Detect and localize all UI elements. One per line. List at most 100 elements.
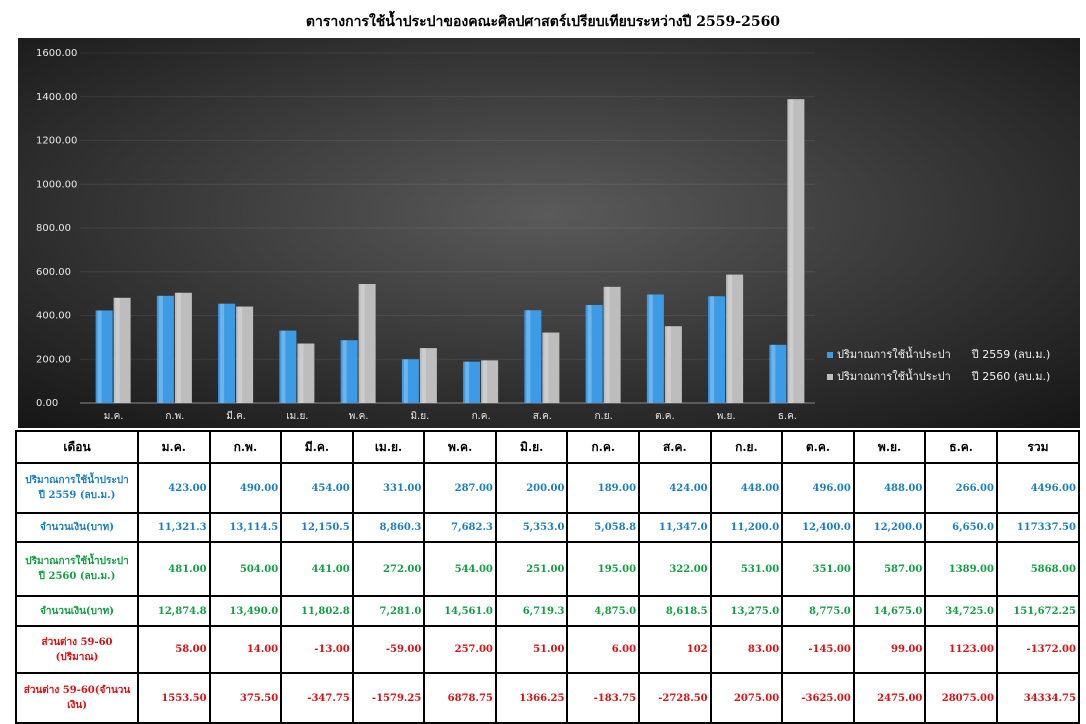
legend-label: ปริมาณการใช้น้ำประปา ปี 2559 (ลบ.ม.)	[837, 346, 1050, 361]
table-cell: 34,725.0	[924, 595, 998, 627]
x-tick-label: เม.ย.	[286, 411, 308, 422]
bar	[542, 332, 560, 403]
bar-highlight	[544, 332, 549, 403]
table-row: จำนวนเงิน(บาท) 11,321.3 13,114.5 12,150.5 8,…	[15, 512, 1080, 543]
x-tick-label: ก.ย.	[594, 411, 612, 422]
chart: ตารางการใช้น้ำประปาของคณะศิลปศาสตร์เปรีย…	[18, 10, 1080, 428]
table-cell: 481.00	[137, 541, 211, 597]
table-cell: 4,875.0	[566, 595, 641, 627]
table-cell: 12,400.0	[781, 512, 855, 543]
table-cell: 7,281.0	[351, 595, 426, 627]
table-cell: 8,860.3	[351, 512, 426, 543]
bar-highlight	[97, 310, 102, 403]
bar	[726, 274, 744, 403]
bar	[401, 359, 419, 403]
table-cell: -1372.00	[995, 625, 1080, 674]
bar	[95, 310, 113, 403]
table-cell: 331.00	[351, 462, 426, 514]
table-row: ส่วนต่าง 59-60(จำนวนเงิน) 1553.50 375.50 -3…	[15, 672, 1080, 724]
bar	[769, 344, 787, 403]
table-cell: 454.00	[280, 462, 354, 514]
table-cell: -145.00	[781, 625, 855, 674]
table-cell: 5,058.8	[566, 512, 641, 543]
table-cell: 488.00	[852, 462, 927, 514]
table-cell: เม.ย.	[351, 430, 426, 464]
bar-highlight	[403, 359, 408, 403]
table-row: จำนวนเงิน(บาท) 12,874.8 13,490.0 11,802.8 7,…	[15, 595, 1080, 627]
table-cell: 257.00	[423, 625, 497, 674]
bar-highlight	[789, 99, 794, 403]
y-tick-label: 1400.00	[36, 92, 77, 103]
chart-title: ตารางการใช้น้ำประปาของคณะศิลปศาสตร์เปรีย…	[306, 10, 780, 30]
x-tick-label: พ.ย.	[717, 411, 736, 422]
table-cell: พ.ย.	[852, 430, 927, 464]
bar-highlight	[342, 340, 347, 403]
row-label: ส่วนต่าง 59-60(จำนวนเงิน)	[15, 672, 139, 724]
table-cell: -347.75	[280, 672, 354, 724]
table-cell: 5868.00	[995, 541, 1080, 597]
bar-highlight	[465, 361, 470, 403]
table-cell: 1389.00	[924, 541, 998, 597]
x-tick-label: มิ.ย.	[410, 411, 429, 422]
table-cell: 351.00	[781, 541, 855, 597]
table-cell: 251.00	[494, 541, 569, 597]
row-label: จำนวนเงิน(บาท)	[15, 595, 139, 627]
x-tick-label: ธ.ค.	[778, 411, 797, 422]
table-cell: -183.75	[566, 672, 641, 724]
y-tick-label: 1000.00	[36, 179, 77, 190]
bar-highlight	[728, 274, 733, 403]
y-tick-label: 1200.00	[36, 136, 77, 147]
y-tick-label: 800.00	[36, 223, 71, 234]
table-row: ปริมาณการใช้น้ำประปา ปี 2560 (ลบ.ม.) 481.…	[15, 541, 1080, 597]
bar-highlight	[238, 306, 243, 403]
bar	[358, 284, 376, 403]
x-tick-label: พ.ค.	[349, 411, 369, 422]
y-tick-label: 200.00	[36, 354, 71, 365]
table-cell: 423.00	[137, 462, 211, 514]
table-cell: 11,347.0	[638, 512, 712, 543]
table-cell: 11,321.3	[137, 512, 211, 543]
row-label: ปริมาณการใช้น้ำประปา ปี 2559 (ลบ.ม.)	[15, 462, 139, 514]
bar	[340, 340, 358, 403]
table-cell: 13,490.0	[208, 595, 283, 627]
table-cell: 99.00	[852, 625, 927, 674]
table-cell: 28075.00	[924, 672, 998, 724]
bar-highlight	[605, 286, 610, 403]
table-row: ปริมาณการใช้น้ำประปา ปี 2559 (ลบ.ม.) 423.…	[15, 462, 1080, 514]
table-cell: ธ.ค.	[924, 430, 998, 464]
x-tick-label: ม.ค.	[104, 411, 124, 422]
bar-highlight	[483, 360, 488, 403]
row-label: ปริมาณการใช้น้ำประปา ปี 2560 (ลบ.ม.)	[15, 541, 139, 597]
bar-highlight	[421, 348, 426, 403]
bar-highlight	[115, 297, 120, 403]
bar-highlight	[587, 305, 592, 403]
bar	[603, 286, 621, 403]
table-cell: 504.00	[208, 541, 283, 597]
table-cell: 189.00	[566, 462, 641, 514]
table-cell: 6.00	[566, 625, 641, 674]
bar	[419, 348, 437, 403]
table-cell: 13,114.5	[208, 512, 283, 543]
table-row: ส่วนต่าง 59-60 (ปริมาณ) 58.00 14.00 -13.00-…	[15, 625, 1080, 674]
bar	[113, 297, 131, 403]
row-label: ส่วนต่าง 59-60 (ปริมาณ)	[15, 625, 139, 674]
table-cell: 12,150.5	[280, 512, 354, 543]
table-cell: 2075.00	[709, 672, 784, 724]
table-cell: 6,719.3	[494, 595, 569, 627]
table-cell: 6878.75	[423, 672, 497, 724]
table-cell: 424.00	[638, 462, 712, 514]
bar	[646, 294, 664, 403]
table-cell: 6,650.0	[924, 512, 998, 543]
table-cell: รวม	[995, 430, 1080, 464]
y-tick-label: 400.00	[36, 311, 71, 322]
table-cell: 1366.25	[494, 672, 569, 724]
table-cell: 587.00	[852, 541, 927, 597]
bar	[787, 99, 805, 403]
table-cell: 531.00	[709, 541, 784, 597]
table-cell: ก.ย.	[709, 430, 784, 464]
x-tick-label: ส.ค.	[533, 411, 552, 422]
bar-highlight	[158, 295, 163, 403]
y-tick-label: 600.00	[36, 267, 71, 278]
table-cell: 496.00	[781, 462, 855, 514]
table-cell: 1123.00	[924, 625, 998, 674]
